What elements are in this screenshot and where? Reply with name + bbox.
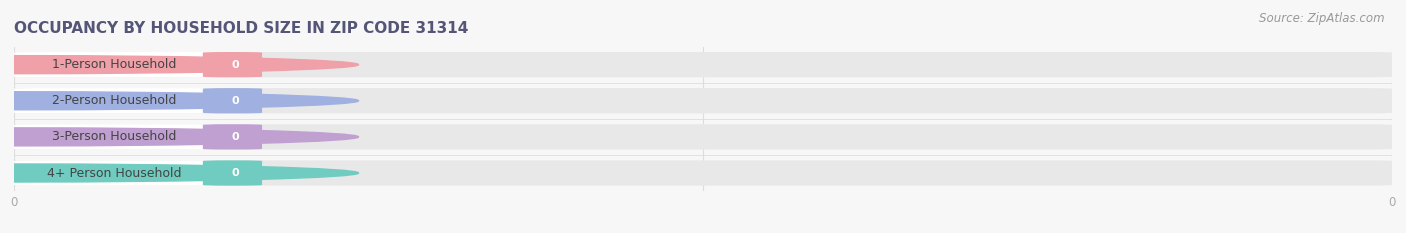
Text: 1-Person Household: 1-Person Household <box>52 58 176 71</box>
Text: 4+ Person Household: 4+ Person Household <box>46 167 181 179</box>
FancyBboxPatch shape <box>202 124 262 150</box>
FancyBboxPatch shape <box>14 160 1392 186</box>
FancyBboxPatch shape <box>202 52 262 77</box>
Text: 0: 0 <box>232 168 239 178</box>
FancyBboxPatch shape <box>202 160 262 186</box>
Circle shape <box>0 56 359 74</box>
Text: 0: 0 <box>232 60 239 70</box>
FancyBboxPatch shape <box>14 88 1392 113</box>
FancyBboxPatch shape <box>14 52 214 77</box>
FancyBboxPatch shape <box>202 88 262 113</box>
Circle shape <box>0 164 359 182</box>
FancyBboxPatch shape <box>14 52 1392 77</box>
Text: OCCUPANCY BY HOUSEHOLD SIZE IN ZIP CODE 31314: OCCUPANCY BY HOUSEHOLD SIZE IN ZIP CODE … <box>14 21 468 37</box>
Text: 3-Person Household: 3-Person Household <box>52 130 176 143</box>
FancyBboxPatch shape <box>14 124 214 150</box>
Text: Source: ZipAtlas.com: Source: ZipAtlas.com <box>1260 12 1385 25</box>
FancyBboxPatch shape <box>14 160 214 186</box>
Text: 2-Person Household: 2-Person Household <box>52 94 176 107</box>
Text: 0: 0 <box>232 96 239 106</box>
Text: 0: 0 <box>232 132 239 142</box>
Circle shape <box>0 92 359 110</box>
FancyBboxPatch shape <box>14 88 214 113</box>
Circle shape <box>0 128 359 146</box>
FancyBboxPatch shape <box>14 124 1392 150</box>
